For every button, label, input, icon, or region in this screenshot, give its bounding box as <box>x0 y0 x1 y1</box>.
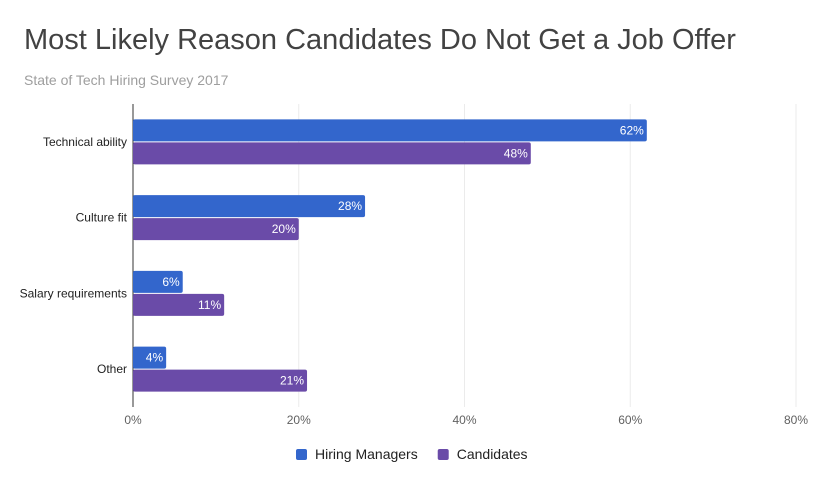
data-label: 28% <box>338 199 362 213</box>
bar <box>133 142 531 165</box>
chart-title: Most Likely Reason Candidates Do Not Get… <box>24 24 736 56</box>
data-label: 6% <box>162 275 180 289</box>
category-label: Salary requirements <box>20 286 127 300</box>
data-label: 11% <box>198 298 221 312</box>
legend-label: Hiring Managers <box>315 446 418 462</box>
x-tick-label: 0% <box>124 413 142 427</box>
x-tick-label: 40% <box>452 413 476 427</box>
x-tick-label: 80% <box>784 413 808 427</box>
bar <box>133 119 647 142</box>
x-tick-label: 20% <box>287 413 311 427</box>
category-label: Culture fit <box>76 211 128 225</box>
bar <box>133 369 308 392</box>
bar <box>133 346 167 369</box>
category-label: Other <box>97 362 127 376</box>
bar <box>133 195 366 218</box>
data-label: 48% <box>504 146 528 160</box>
data-label: 20% <box>272 222 296 236</box>
bar <box>133 218 299 241</box>
bar <box>133 293 225 316</box>
data-label: 4% <box>146 351 164 365</box>
category-label: Technical ability <box>43 135 127 149</box>
bar <box>133 270 183 293</box>
data-label: 62% <box>620 123 644 137</box>
x-tick-label: 60% <box>618 413 642 427</box>
legend-swatch <box>437 449 449 460</box>
legend-swatch <box>296 449 307 460</box>
chart-subtitle: State of Tech Hiring Survey 2017 <box>24 72 229 88</box>
data-label: 21% <box>280 374 304 388</box>
legend-label: Candidates <box>457 446 528 462</box>
